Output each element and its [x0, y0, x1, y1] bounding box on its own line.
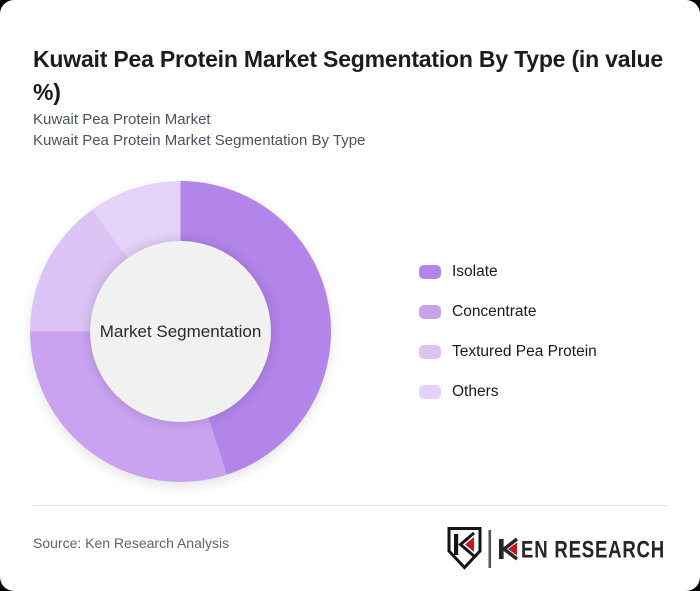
legend-item: Concentrate — [419, 303, 597, 320]
legend-label: Others — [452, 383, 499, 400]
subtitle: Kuwait Pea Protein Market Kuwait Pea Pro… — [33, 109, 653, 151]
source-note: Source: Ken Research Analysis — [33, 535, 230, 551]
logo-shield-icon — [447, 527, 482, 570]
legend: Isolate Concentrate Textured Pea Protein… — [419, 263, 597, 424]
legend-item: Others — [419, 383, 597, 400]
legend-item: Isolate — [419, 263, 597, 280]
page-title: Kuwait Pea Protein Market Segmentation B… — [33, 46, 663, 106]
legend-swatch — [419, 305, 441, 319]
logo-wordmark-k — [499, 537, 519, 561]
donut-chart: Market Segmentation — [30, 181, 331, 482]
ken-research-logo: EN RESEARCH — [447, 527, 665, 570]
legend-swatch — [419, 345, 441, 359]
legend-swatch — [419, 265, 441, 279]
legend-swatch — [419, 385, 441, 399]
donut-center: Market Segmentation — [90, 241, 271, 422]
donut-center-label: Market Segmentation — [99, 321, 262, 341]
logo-separator — [488, 530, 492, 568]
legend-label: Textured Pea Protein — [452, 343, 597, 360]
logo-wordmark-text: EN RESEARCH — [521, 537, 665, 564]
legend-item: Textured Pea Protein — [419, 343, 597, 360]
legend-label: Concentrate — [452, 303, 537, 320]
subtitle-line-2: Kuwait Pea Protein Market Segmentation B… — [33, 132, 366, 149]
footer-divider — [33, 505, 667, 506]
legend-label: Isolate — [452, 263, 498, 280]
subtitle-line-1: Kuwait Pea Protein Market — [33, 111, 211, 128]
